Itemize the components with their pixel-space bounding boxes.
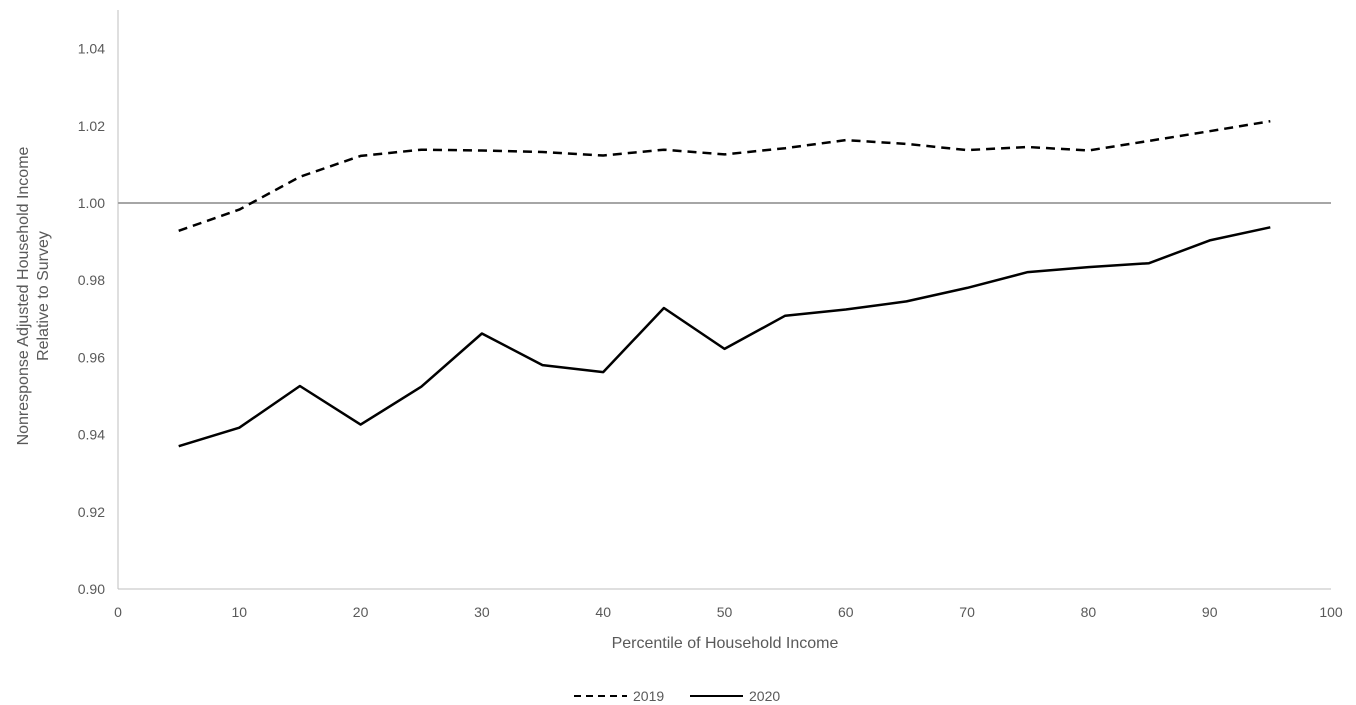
x-tick-label: 40	[595, 604, 611, 620]
legend: 2019 2020	[574, 688, 780, 704]
x-tick-label: 70	[959, 604, 975, 620]
series-lines	[178, 119, 1271, 448]
y-axis-title: Nonresponse Adjusted Household Income Re…	[15, 146, 52, 445]
legend-item-2020: 2020	[690, 688, 780, 704]
x-tick-label: 20	[353, 604, 369, 620]
legend-label-2019: 2019	[633, 688, 664, 704]
x-tick-labels: 0 10 20 30 40 50 60 70 80 90 100	[114, 604, 1343, 620]
legend-item-2019: 2019	[574, 688, 664, 704]
axes-group: 0.90 0.92 0.94 0.96 0.98 1.00 1.02 1.04 0 10 20 30 4…	[78, 10, 1343, 620]
y-tick-labels: 0.90 0.92 0.94 0.96 0.98 1.00 1.02 1.04	[78, 41, 105, 597]
x-tick-label: 50	[717, 604, 733, 620]
series-line-2019	[178, 119, 1271, 232]
x-tick-label: 0	[114, 604, 122, 620]
x-tick-label: 10	[232, 604, 248, 620]
y-tick-label: 0.94	[78, 427, 105, 443]
y-tick-label: 0.90	[78, 581, 105, 597]
y-tick-label: 0.96	[78, 349, 105, 365]
legend-label-2020: 2020	[749, 688, 780, 704]
y-tick-label: 0.98	[78, 272, 105, 288]
x-tick-label: 100	[1319, 604, 1343, 620]
x-tick-label: 30	[474, 604, 490, 620]
x-tick-label: 60	[838, 604, 854, 620]
y-tick-label: 1.00	[78, 195, 105, 211]
y-tick-label: 1.04	[78, 41, 105, 57]
x-axis-title: Percentile of Household Income	[612, 635, 839, 652]
x-tick-label: 90	[1202, 604, 1218, 620]
series-line-2020	[178, 226, 1271, 448]
y-tick-label: 0.92	[78, 504, 105, 520]
y-tick-label: 1.02	[78, 118, 105, 134]
y-axis-title-line-1: Nonresponse Adjusted Household Income	[15, 146, 32, 445]
y-axis-title-line-2: Relative to Survey	[35, 231, 52, 361]
x-tick-label: 80	[1081, 604, 1097, 620]
